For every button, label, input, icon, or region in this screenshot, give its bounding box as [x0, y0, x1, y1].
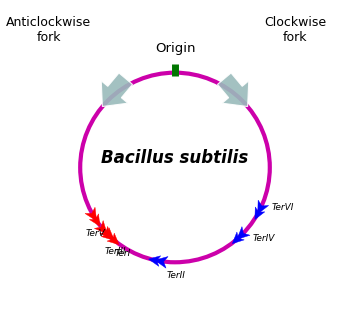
Text: Anticlockwise
fork: Anticlockwise fork — [6, 16, 91, 44]
Polygon shape — [149, 256, 161, 266]
Polygon shape — [101, 73, 133, 106]
Polygon shape — [85, 207, 97, 221]
Polygon shape — [94, 221, 107, 234]
Text: TerIV: TerIV — [252, 234, 275, 243]
Polygon shape — [89, 214, 100, 226]
Text: TerI: TerI — [115, 249, 131, 258]
Polygon shape — [217, 73, 249, 106]
Text: TerVI: TerVI — [272, 203, 294, 212]
Polygon shape — [255, 207, 265, 220]
Text: TerV: TerV — [85, 229, 105, 238]
Polygon shape — [258, 200, 269, 214]
Text: Bacillus subtilis: Bacillus subtilis — [102, 149, 248, 167]
Polygon shape — [232, 232, 244, 244]
Text: Clockwise
fork: Clockwise fork — [264, 16, 326, 44]
Polygon shape — [101, 228, 114, 240]
Text: TerII: TerII — [167, 270, 185, 280]
Polygon shape — [155, 257, 168, 268]
Polygon shape — [107, 233, 119, 245]
Text: Origin: Origin — [155, 42, 195, 55]
Polygon shape — [100, 226, 111, 239]
Polygon shape — [237, 227, 250, 240]
Text: TerIII: TerIII — [105, 247, 126, 256]
